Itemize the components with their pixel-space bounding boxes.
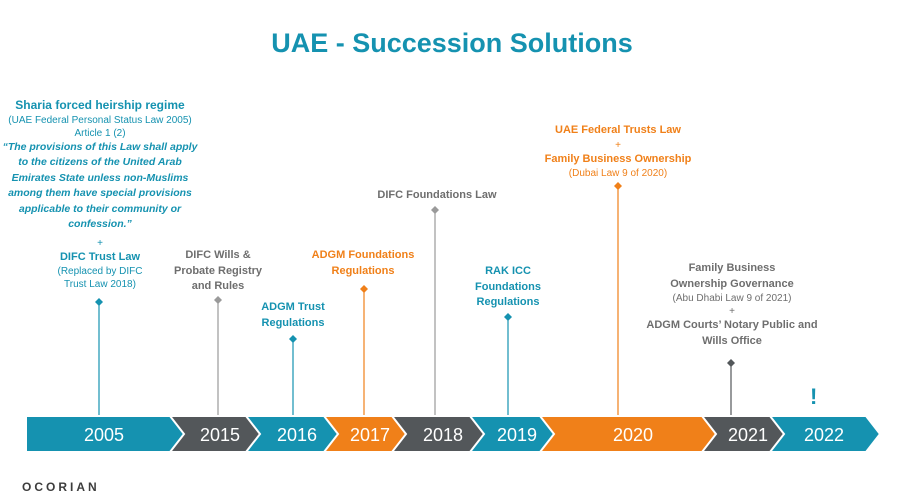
event-2017: ADGM Foundations Regulations <box>298 248 428 279</box>
event-2005-line-1: (UAE Federal Personal Status Law 2005) <box>8 114 192 126</box>
marker-diamond-2019 <box>504 313 512 321</box>
exclamation-icon: ! <box>810 384 818 409</box>
event-2017-line-2: Regulations <box>331 264 395 277</box>
event-2020-line-2: Family Business Ownership <box>544 152 692 165</box>
marker-diamond-2016 <box>289 335 297 343</box>
timeline-year-2005: 2005 <box>84 425 124 445</box>
event-2005-quote-1: “The provisions of this Law shall apply <box>2 140 198 153</box>
timeline-year-2022: 2022 <box>804 425 844 445</box>
event-2005-quote-3: Emirates State unless non-Muslims <box>11 171 189 184</box>
marker-diamond-2018 <box>431 206 439 214</box>
event-2016-line-2: Regulations <box>261 316 325 329</box>
event-2019-line-3: Regulations <box>476 296 540 308</box>
event-2017-line-1: ADGM Foundations <box>311 249 415 261</box>
event-2015: DIFC Wills & Probate Registry and Rules <box>158 248 278 295</box>
event-2019: RAK ICC Foundations Regulations <box>458 264 558 311</box>
event-2015-line-2: Probate Registry <box>173 264 263 277</box>
event-2019-line-2: Foundations <box>475 280 541 293</box>
event-2005-sub-line-1: (Replaced by DIFC <box>57 266 143 277</box>
timeline-segment-2018: 2018 <box>389 415 498 453</box>
event-2005-sub-heading: DIFC Trust Law <box>59 250 141 263</box>
event-2020-line-1: UAE Federal Trusts Law <box>555 124 681 136</box>
timeline-year-2021: 2021 <box>728 425 768 445</box>
timeline-year-2018: 2018 <box>423 425 463 445</box>
marker-diamond-2017 <box>360 285 368 293</box>
event-2020-note: (Dubai Law 9 of 2020) <box>568 168 668 179</box>
event-2021: Family Business Ownership Governance (Ab… <box>632 261 832 349</box>
marker-diamond-2020 <box>614 182 622 190</box>
event-2005-quote-4: among them have special provisions <box>8 187 192 199</box>
timeline-year-2017: 2017 <box>350 425 390 445</box>
event-2005-line-2: Article 1 (2) <box>74 127 126 139</box>
event-2021-line-2a: ADGM Courts’ Notary Public and <box>646 319 818 331</box>
event-2021-line-1a: Family Business <box>688 262 776 274</box>
event-2019-line-1: RAK ICC <box>485 265 531 277</box>
event-2005: Sharia forced heirship regime (UAE Feder… <box>0 98 200 291</box>
event-2021-line-2b: Wills Office <box>702 334 762 347</box>
event-2015-line-3: and Rules <box>191 280 245 292</box>
event-2005-plus: + <box>97 237 103 249</box>
event-2018-line-1: DIFC Foundations Law <box>377 189 497 201</box>
event-2016: ADGM Trust Regulations <box>243 300 343 331</box>
timeline-segment-2022: 2022 <box>767 415 882 453</box>
timeline-segment-2005: 2005 <box>25 415 198 453</box>
timeline-segment-2020: 2020 <box>537 415 730 453</box>
page-title: UAE - Succession Solutions <box>271 28 633 58</box>
event-2021-note: (Abu Dhabi Law 9 of 2021) <box>672 293 792 304</box>
timeline-year-2016: 2016 <box>277 425 317 445</box>
marker-diamond-2021 <box>727 359 735 367</box>
event-2005-quote-5: applicable to their community or <box>18 202 182 215</box>
event-2020-plus: + <box>615 139 621 151</box>
timeline-arrow-2022 <box>767 415 882 453</box>
marker-diamond-2005 <box>95 298 103 306</box>
event-2020: UAE Federal Trusts Law + Family Business… <box>528 123 708 180</box>
event-2018: DIFC Foundations Law <box>362 188 512 204</box>
event-2016-line-1: ADGM Trust <box>261 301 325 313</box>
event-2021-plus: + <box>729 306 735 317</box>
event-2005-heading: Sharia forced heirship regime <box>15 98 185 112</box>
event-2015-line-1: DIFC Wills & <box>185 249 251 261</box>
timeline-year-2015: 2015 <box>200 425 240 445</box>
ocorian-logo: OCORIAN <box>22 480 100 494</box>
timeline-year-2020: 2020 <box>613 425 653 445</box>
event-2005-quote-6: confession.” <box>68 218 132 230</box>
marker-diamond-2015 <box>214 296 222 304</box>
event-2005-sub-line-2: Trust Law 2018) <box>64 279 136 290</box>
event-2005-quote-2: to the citizens of the United Arab <box>18 156 182 168</box>
event-2021-line-1b: Ownership Governance <box>670 277 794 290</box>
timeline-year-2019: 2019 <box>497 425 537 445</box>
